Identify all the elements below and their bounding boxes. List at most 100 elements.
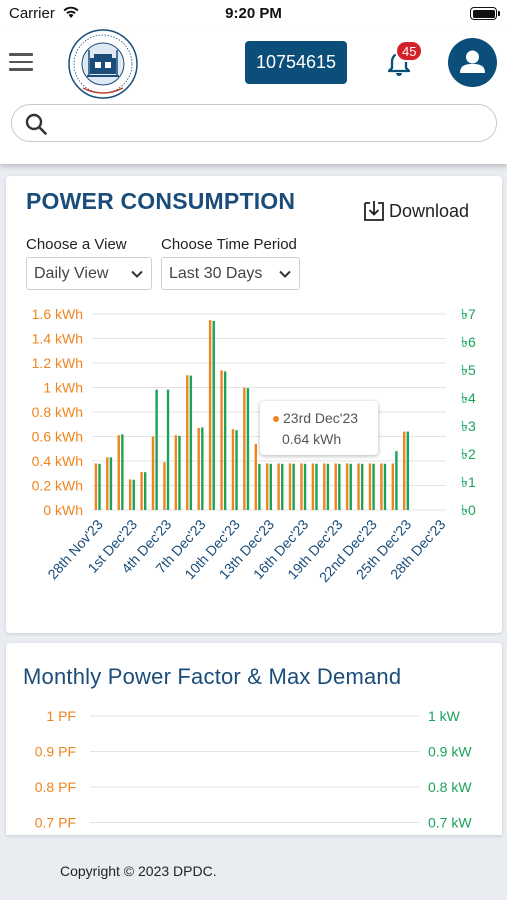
y-right-tick-label: ৳2: [461, 446, 476, 462]
consumption-bar: [254, 443, 257, 510]
power-consumption-chart[interactable]: 0 kWh 0.2 kWh 0.4 kWh 0.6 kWh 0.8 kWh 1 kWh 1.…: [6, 301, 502, 621]
cost-bar: [383, 463, 387, 510]
y-left-tick-label: 1.4 kWh: [32, 331, 83, 347]
consumption-bar: [151, 436, 155, 510]
power-consumption-title: POWER CONSUMPTION: [26, 188, 296, 214]
consumption-bar: [208, 320, 212, 510]
y-right-tick-label: 0.7 kW: [428, 815, 472, 831]
cost-bar: [292, 463, 295, 510]
consumption-bar: [403, 431, 406, 510]
cost-bar: [98, 463, 101, 510]
y-left-tick-label: 0.8 kWh: [32, 404, 83, 420]
consumption-bar: [391, 463, 395, 510]
power-factor-card: Monthly Power Factor & Max Demand 1 PF 1 …: [6, 643, 502, 835]
period-label: Choose Time Period: [161, 236, 297, 253]
consumption-bar: [106, 457, 109, 510]
consumption-bar: [140, 472, 143, 510]
menu-icon[interactable]: [9, 53, 33, 71]
consumption-bar: [117, 435, 120, 510]
y-right-tick-label: ৳7: [461, 306, 476, 322]
y-left-tick-label: 0 kWh: [43, 502, 83, 518]
cost-bar: [338, 463, 341, 510]
y-right-tick-label: ৳5: [461, 362, 476, 378]
cost-bar: [360, 463, 364, 510]
cost-bar: [121, 434, 124, 510]
status-bar: Carrier 9:20 PM: [0, 0, 507, 28]
y-left-tick-label: 0.2 kWh: [32, 478, 83, 494]
cost-bar: [258, 463, 261, 510]
cost-bar: [372, 463, 375, 510]
consumption-bar: [220, 370, 223, 510]
user-icon[interactable]: [448, 38, 497, 87]
cost-bar: [178, 435, 181, 510]
consumption-bar: [231, 429, 235, 510]
view-select-value: Daily View: [34, 264, 109, 282]
consumption-bar: [186, 375, 189, 510]
cost-bar: [349, 463, 352, 510]
y-left-tick-label: 0.4 kWh: [32, 453, 83, 469]
power-factor-title: Monthly Power Factor & Max Demand: [23, 664, 402, 689]
carrier-label: Carrier: [9, 5, 55, 22]
consumption-bar: [174, 435, 178, 510]
consumption-bar: [266, 463, 269, 510]
download-label: Download: [389, 200, 470, 221]
y-right-tick-label: 0.8 kW: [428, 779, 472, 795]
y-left-tick-label: 0.6 kWh: [32, 429, 83, 445]
wifi-icon: [62, 5, 80, 23]
power-consumption-card: POWER CONSUMPTION Download Choose a View…: [6, 176, 502, 633]
y-right-tick-label: 1 kW: [428, 708, 461, 724]
cost-bar: [132, 479, 135, 510]
download-button[interactable]: Download: [361, 200, 469, 222]
y-right-tick-label: 0.9 kW: [428, 744, 472, 760]
search-bar[interactable]: [11, 104, 497, 142]
consumption-bar: [163, 462, 166, 510]
period-select[interactable]: Last 30 Days: [161, 257, 300, 290]
notification-badge[interactable]: 45: [395, 40, 424, 62]
consumption-bar: [128, 479, 132, 510]
y-right-tick-label: ৳4: [461, 390, 476, 406]
y-left-tick-label: 1 PF: [46, 708, 76, 724]
clock: 9:20 PM: [225, 5, 282, 22]
y-right-tick-label: ৳6: [461, 334, 476, 350]
account-number-button[interactable]: 10754615: [245, 41, 347, 84]
cost-bar: [395, 451, 398, 510]
tooltip-date: 23rd Dec'23: [283, 410, 359, 426]
y-left-tick-label: 1.6 kWh: [32, 306, 83, 322]
consumption-bar: [368, 463, 372, 510]
cost-bar: [223, 371, 227, 510]
chevron-down-icon: [131, 270, 143, 278]
consumption-bar: [288, 463, 292, 510]
cost-bar: [143, 472, 147, 510]
cost-bar: [315, 463, 318, 510]
consumption-bar: [277, 463, 280, 510]
cost-bar: [212, 321, 215, 510]
chevron-down-icon: [279, 270, 291, 278]
app-header: 10754615 45: [0, 28, 507, 164]
view-label: Choose a View: [26, 236, 127, 253]
cost-bar: [246, 388, 250, 510]
cost-bar: [201, 427, 204, 510]
consumption-bar: [94, 463, 98, 510]
view-select[interactable]: Daily View: [26, 257, 152, 290]
search-input[interactable]: [58, 111, 478, 135]
y-left-tick-label: 1.2 kWh: [32, 355, 83, 371]
cost-bar: [281, 463, 284, 510]
y-right-tick-label: ৳1: [461, 474, 476, 490]
y-left-tick-label: 0.7 PF: [35, 815, 76, 831]
cost-bar: [166, 389, 170, 510]
y-left-tick-label: 0.9 PF: [35, 744, 76, 760]
consumption-bar: [311, 463, 315, 510]
search-icon: [24, 112, 48, 141]
consumption-bar: [243, 387, 246, 510]
y-left-tick-label: 0.8 PF: [35, 779, 76, 795]
cost-bar: [269, 463, 272, 510]
consumption-bar: [334, 463, 337, 510]
y-right-tick-label: ৳0: [461, 502, 476, 518]
cost-bar: [155, 389, 158, 510]
chart-tooltip: 23rd Dec'23 0.64 kWh: [260, 401, 378, 455]
cost-bar: [235, 430, 238, 510]
cost-bar: [303, 463, 307, 510]
power-factor-chart[interactable]: 1 PF 1 kW 0.9 PF 0.9 kW 0.8 PF 0.8 kW 0.7 PF 0.…: [6, 703, 502, 835]
consumption-bar: [300, 463, 303, 510]
y-right-tick-label: ৳3: [461, 418, 476, 434]
